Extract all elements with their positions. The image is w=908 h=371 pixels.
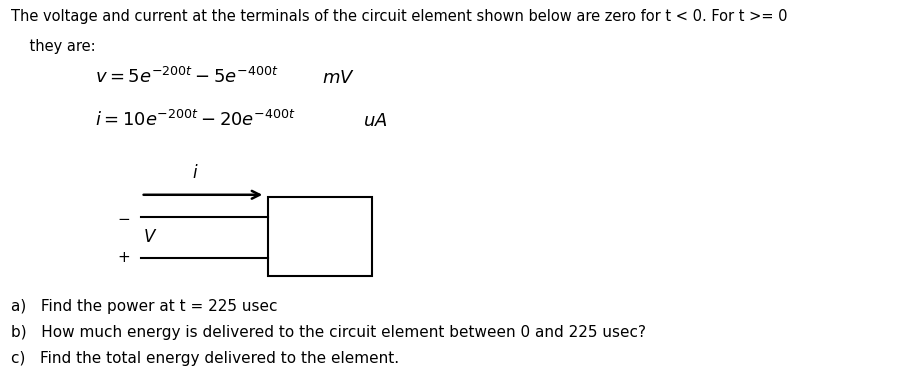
Bar: [268, 197, 372, 276]
Text: $\mathit{v} = 5\mathit{e}^{-200\mathit{t}} - 5\mathit{e}^{-400\mathit{t}}$: $\mathit{v} = 5\mathit{e}^{-200\mathit{t…: [95, 68, 279, 88]
Text: $-$: $-$: [117, 210, 130, 224]
Text: $\mathit{mV}$: $\mathit{mV}$: [322, 69, 355, 88]
Text: $\mathit{i} = 10\mathit{e}^{-200\mathit{t}} - 20\mathit{e}^{-400\mathit{t}}$: $\mathit{i} = 10\mathit{e}^{-200\mathit{…: [95, 110, 296, 130]
Text: b)   How much energy is delivered to the circuit element between 0 and 225 usec?: b) How much energy is delivered to the c…: [11, 325, 646, 339]
Text: $\mathit{u}\mathit{A}$: $\mathit{u}\mathit{A}$: [363, 112, 388, 130]
Text: they are:: they are:: [11, 39, 95, 54]
Text: a)   Find the power at t = 225 usec: a) Find the power at t = 225 usec: [11, 299, 278, 313]
Text: $\mathit{V}$: $\mathit{V}$: [143, 229, 158, 246]
Text: The voltage and current at the terminals of the circuit element shown below are : The voltage and current at the terminals…: [11, 9, 787, 24]
Text: $+$: $+$: [117, 250, 130, 265]
Text: $\mathit{i}$: $\mathit{i}$: [192, 164, 199, 182]
Text: c)   Find the total energy delivered to the element.: c) Find the total energy delivered to th…: [11, 351, 399, 365]
